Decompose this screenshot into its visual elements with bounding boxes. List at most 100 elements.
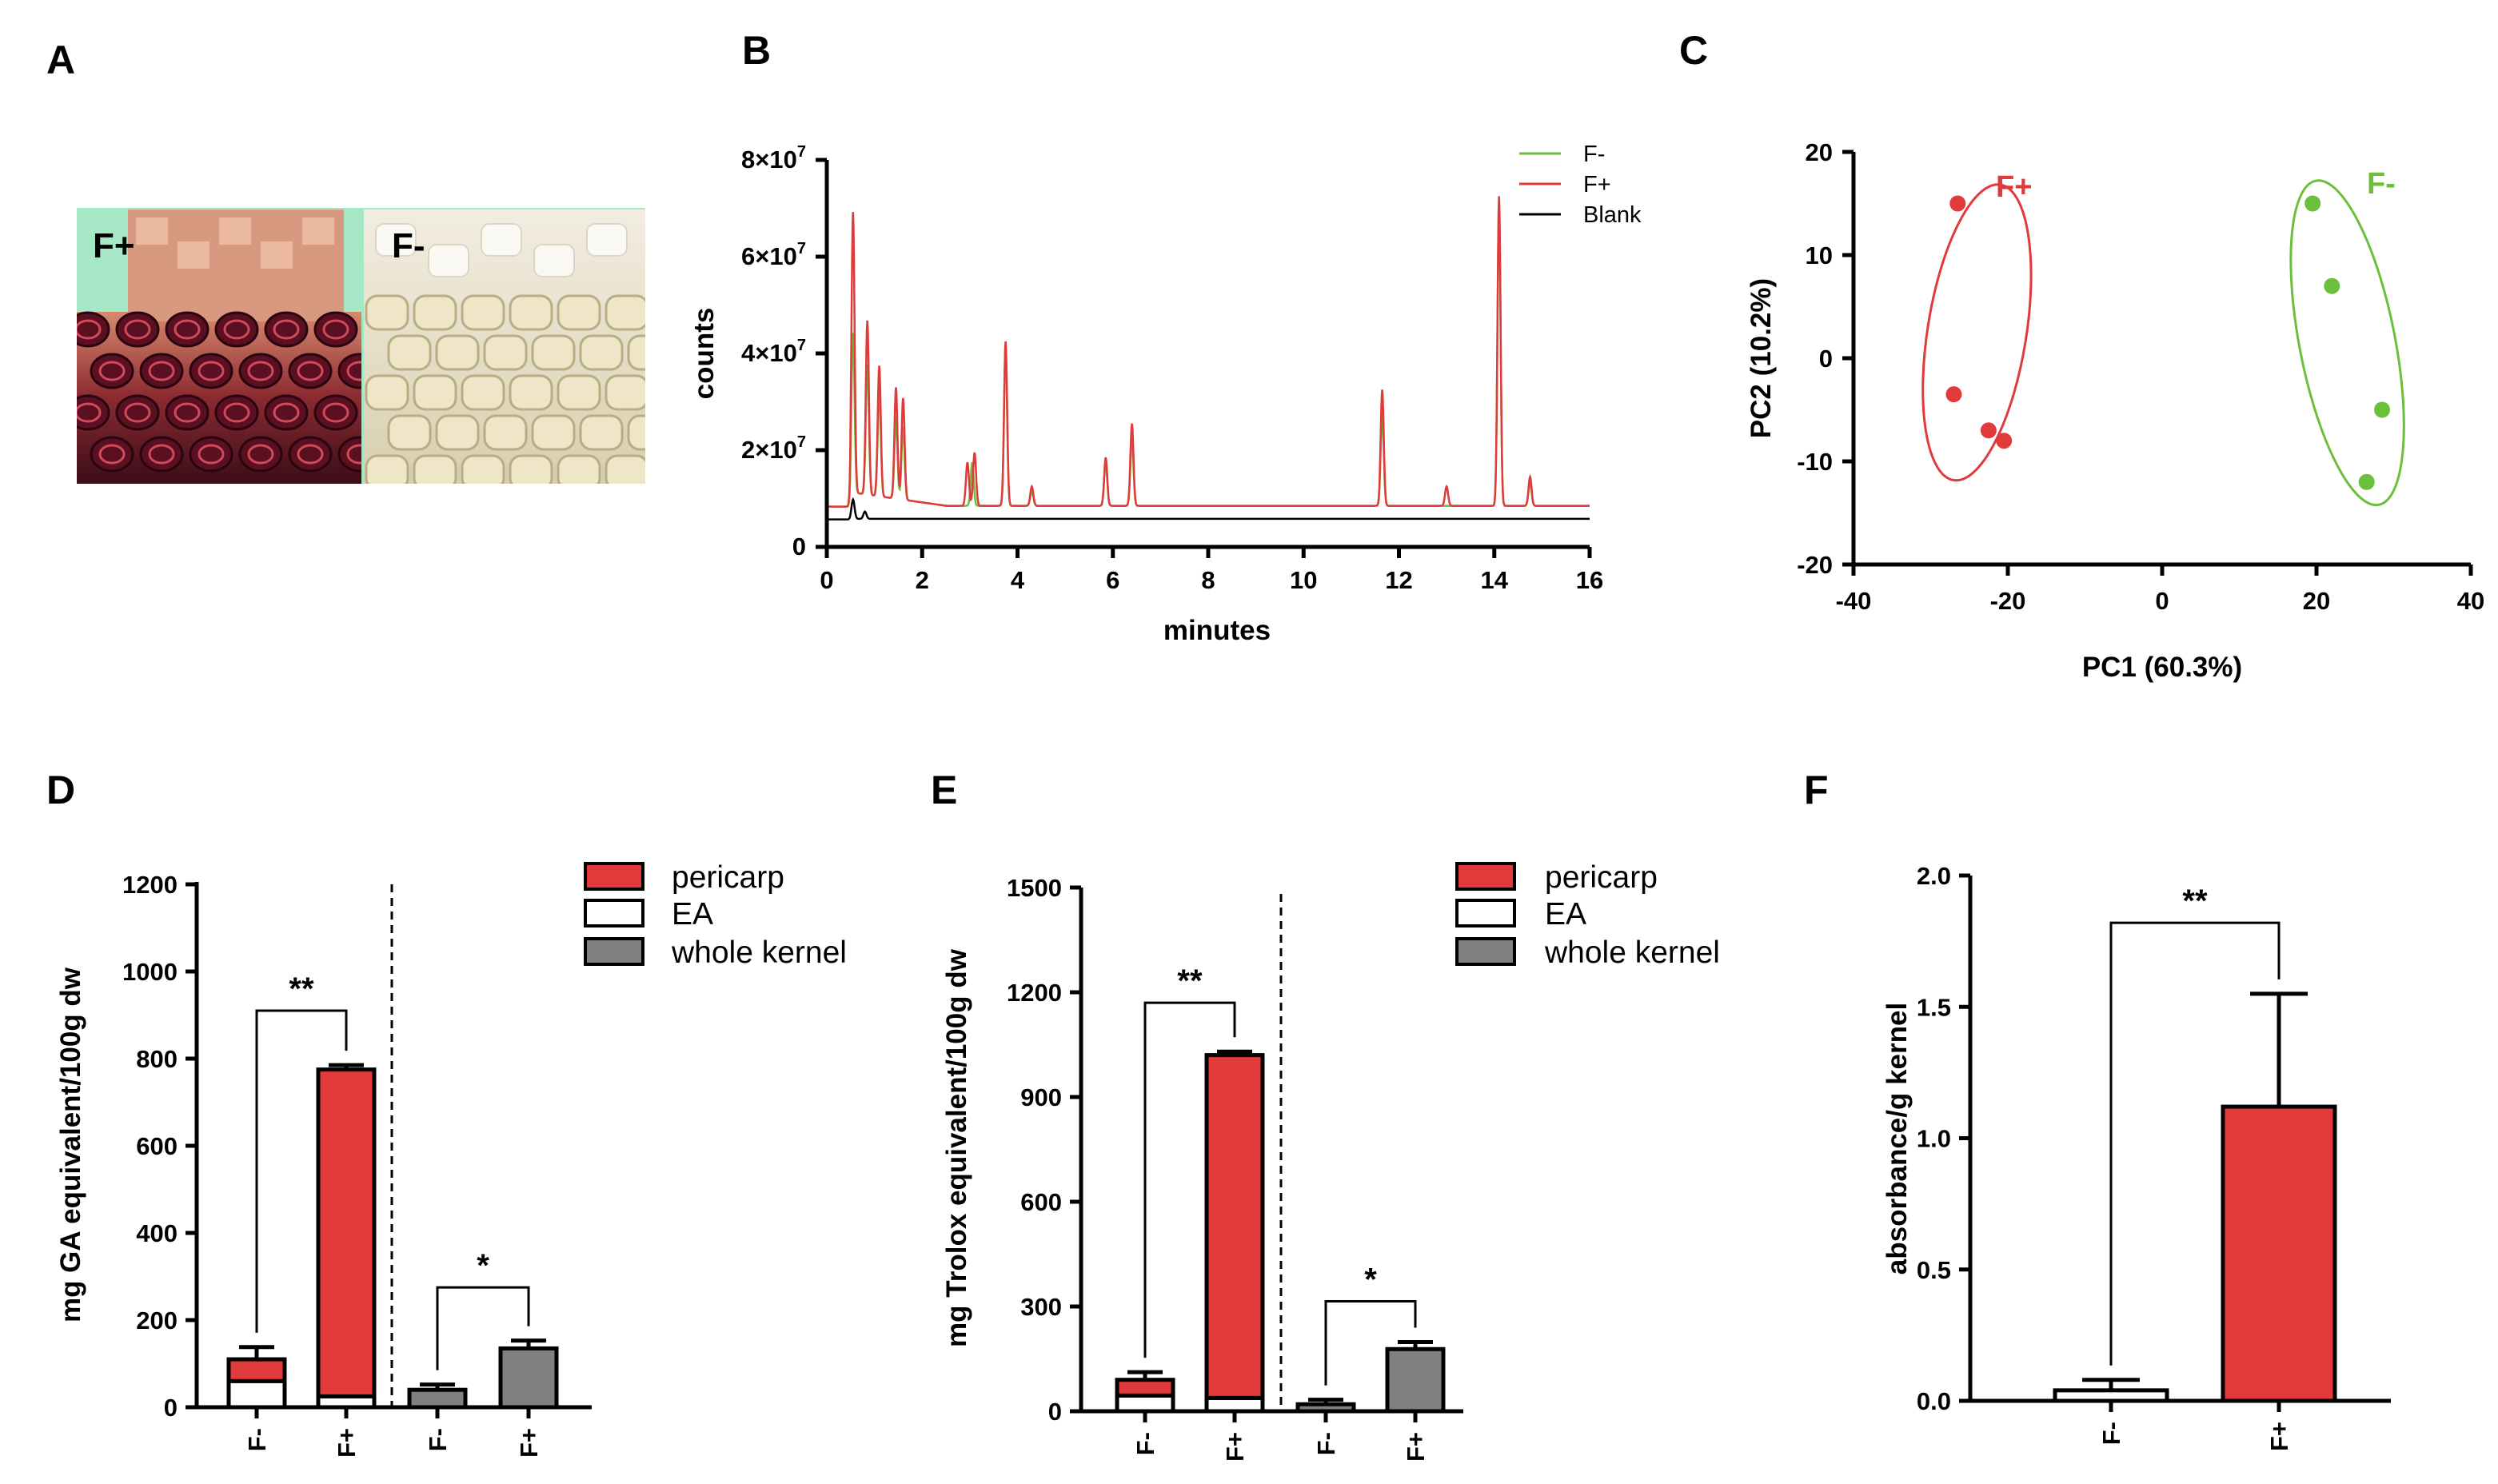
x-tick-label: 10 bbox=[1290, 566, 1317, 594]
y-tick-label: 0 bbox=[1819, 345, 1833, 373]
red-kernel-ring bbox=[297, 444, 324, 465]
legend-swatch-pericarp bbox=[584, 862, 644, 891]
panel-label-d: D bbox=[46, 768, 75, 812]
white-kernel bbox=[531, 334, 576, 371]
x-tick-label: 14 bbox=[1481, 566, 1509, 594]
pca-point-1-0 bbox=[2304, 195, 2321, 212]
phenolics-legend: pericarp EA whole kernel bbox=[584, 860, 847, 970]
white-kernel bbox=[413, 374, 457, 411]
chromatogram-ylabel: counts bbox=[688, 308, 720, 400]
y-tick-label: 900 bbox=[1020, 1083, 1062, 1111]
x-tick-label: F- bbox=[243, 1428, 271, 1451]
y-tick-label: 2.0 bbox=[1917, 862, 1951, 890]
pca-point-0-0 bbox=[1949, 195, 1966, 212]
bar-pericarp-1 bbox=[316, 1067, 377, 1398]
x-tick-label: 20 bbox=[2303, 587, 2330, 615]
significance-label-1: * bbox=[477, 1248, 489, 1283]
red-kernel-ring bbox=[322, 402, 349, 423]
red-kernel-ring bbox=[174, 402, 201, 423]
legend-swatch-ea bbox=[584, 899, 644, 927]
significance-bracket-1 bbox=[436, 1286, 530, 1370]
antioxidant-bars: *** bbox=[1115, 963, 1446, 1414]
y-tick-label: 2×107 bbox=[741, 433, 806, 464]
red-kernel bbox=[165, 311, 209, 348]
red-kernel bbox=[90, 353, 134, 389]
red-kernel-ring bbox=[124, 319, 151, 340]
y-tick-label: 1500 bbox=[1007, 874, 1062, 902]
significance-bracket-1 bbox=[1324, 1299, 1417, 1386]
bar-whole-kernel-2 bbox=[407, 1387, 468, 1410]
photo-label-fminus: F- bbox=[392, 226, 425, 265]
red-kernel bbox=[264, 394, 309, 431]
y-tick-base: 2×10 bbox=[741, 436, 797, 464]
pca-group-label-fplus: F+ bbox=[1996, 170, 2032, 204]
chromatogram-axes bbox=[824, 160, 1590, 549]
red-kernel-ring bbox=[198, 361, 225, 381]
red-kernel bbox=[189, 436, 233, 473]
pca-point-0-3 bbox=[1996, 433, 2013, 449]
panel-label-c: C bbox=[1679, 28, 1708, 73]
red-kernel-grid bbox=[77, 217, 361, 473]
phenolics-ticks: 0 200 400 600 800 1000 1200 F- F+ F- F+ bbox=[122, 871, 543, 1458]
significance-bracket-0 bbox=[2109, 921, 2281, 1366]
white-kernel bbox=[365, 454, 409, 484]
white-kernel-top bbox=[586, 223, 628, 257]
white-kernel bbox=[483, 334, 528, 371]
white-kernel bbox=[605, 374, 645, 411]
red-kernel bbox=[313, 311, 358, 348]
legend-text-ea: EA bbox=[672, 897, 713, 931]
x-tick-label: 12 bbox=[1385, 566, 1412, 594]
y-tick-label: 200 bbox=[136, 1306, 178, 1334]
bar-EA-0 bbox=[226, 1378, 287, 1410]
x-tick-label: -20 bbox=[1990, 587, 2026, 615]
y-tick-label: 800 bbox=[136, 1045, 178, 1073]
panel-label-e: E bbox=[931, 768, 957, 812]
pca-axes bbox=[1851, 152, 2471, 567]
y-tick-base: 6×10 bbox=[741, 242, 797, 270]
white-kernel bbox=[461, 454, 505, 484]
white-kernel bbox=[483, 414, 528, 451]
red-kernel bbox=[313, 394, 358, 431]
white-kernel-grid bbox=[365, 223, 645, 484]
red-kernel-ring bbox=[273, 402, 300, 423]
white-kernel bbox=[387, 334, 432, 371]
antioxidant-axes bbox=[1079, 888, 1463, 1414]
antioxidant-legend: pericarp EA whole kernel bbox=[1455, 860, 1720, 970]
pca-point-0-2 bbox=[1980, 422, 1997, 439]
legend-swatch-ea bbox=[1455, 899, 1516, 927]
white-kernel bbox=[627, 414, 645, 451]
x-tick-label: 4 bbox=[1011, 566, 1025, 594]
red-kernel-ring bbox=[98, 444, 126, 465]
red-kernel bbox=[165, 394, 209, 431]
significance-bracket-0 bbox=[1143, 1001, 1236, 1358]
chromatogram-series bbox=[827, 196, 1590, 521]
pca-point-1-2 bbox=[2374, 401, 2391, 418]
y-tick-base: 4×10 bbox=[741, 339, 797, 367]
x-tick-label: F+ bbox=[1221, 1432, 1249, 1462]
red-kernel-ring bbox=[77, 402, 102, 423]
y-tick-label: 8×107 bbox=[741, 143, 806, 174]
white-kernel bbox=[557, 454, 601, 484]
bar-pericarp-0 bbox=[1115, 1378, 1175, 1398]
x-tick-label: 0 bbox=[2155, 587, 2169, 615]
legend-text-blank: Blank bbox=[1583, 202, 1642, 228]
y-tick-label: 0 bbox=[1048, 1398, 1062, 1426]
legend-swatch-whole-kernel bbox=[1455, 937, 1516, 966]
red-kernel bbox=[77, 394, 110, 431]
y-tick-label: 600 bbox=[1020, 1188, 1062, 1216]
pca-point-1-3 bbox=[2358, 473, 2375, 490]
red-kernel-ring bbox=[223, 319, 250, 340]
bar-whole-kernel-3 bbox=[498, 1346, 559, 1410]
y-tick-label: 4×107 bbox=[741, 337, 806, 367]
red-kernel-ring bbox=[223, 402, 250, 423]
red-kernel bbox=[238, 353, 283, 389]
antioxidant-ticks: 0 300 600 900 1200 1500 F- F+ F- F+ bbox=[1007, 874, 1430, 1462]
anthocyanin-ticks: 0.0 0.5 1.0 1.5 2.0 F- F+ bbox=[1917, 862, 2293, 1451]
photo-label-fplus: F+ bbox=[93, 226, 135, 265]
y-tick-label: 600 bbox=[136, 1132, 178, 1160]
legend-text-fminus: F- bbox=[1583, 142, 1605, 167]
